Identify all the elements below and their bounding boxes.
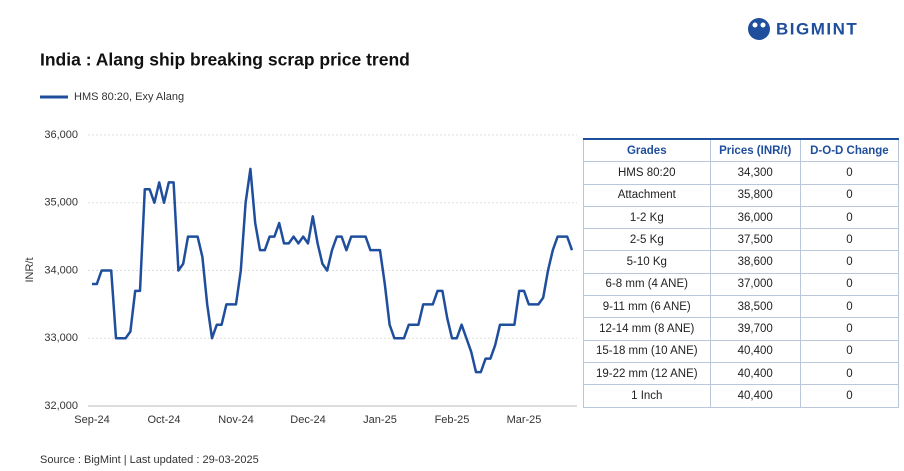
column-header: Grades	[583, 138, 711, 163]
table-cell: 39,700	[709, 317, 801, 341]
table-row: 9-11 mm (6 ANE) 38,500 0	[583, 295, 900, 319]
column-header: Prices (INR/t)	[709, 138, 801, 163]
table-cell: 40,400	[709, 361, 801, 386]
brand: BIGMINT	[776, 19, 858, 38]
y-tick-label: 36,000	[44, 129, 78, 141]
table-row: 12-14 mm (8 ANE) 39,700 0	[583, 317, 900, 341]
y-tick-label: 34,000	[44, 264, 78, 276]
table-cell: 40,400	[709, 339, 801, 363]
logo: BIGMINT	[748, 18, 858, 40]
source: Source : BigMint | Last updated : 29-03-…	[40, 454, 259, 466]
x-tick-label: Mar-25	[507, 414, 542, 426]
table-cell: 0	[799, 161, 900, 185]
table-row: 5-10 Kg 38,600 0	[583, 250, 900, 274]
table-cell: 0	[799, 228, 900, 252]
logo-icon	[752, 22, 758, 28]
table-cell: 5-10 Kg	[583, 250, 711, 274]
y-tick-label: 33,000	[44, 332, 78, 344]
table-cell: 0	[799, 183, 900, 207]
table-cell: 36,000	[709, 205, 801, 230]
table-row: 19-22 mm (12 ANE) 40,400 0	[583, 361, 900, 386]
legend-label: HMS 80:20, Exy Alang	[74, 91, 184, 103]
table-row: 1-2 Kg 36,000 0	[583, 205, 900, 230]
x-tick-label: Jan-25	[363, 414, 397, 426]
y-tick-label: 32,000	[44, 400, 78, 412]
chart-title: India : Alang ship breaking scrap price …	[40, 50, 410, 70]
table-cell: 0	[799, 250, 900, 274]
table-cell: 34,300	[709, 161, 801, 185]
table-cell: 15-18 mm (10 ANE)	[583, 339, 711, 363]
x-tick-label: Sep-24	[74, 414, 109, 426]
x-tick-label: Feb-25	[435, 414, 470, 426]
table-cell: 38,600	[709, 250, 801, 274]
header-row: Grades Prices (INR/t) D-O-D Change	[583, 138, 900, 163]
logo-icon	[748, 18, 770, 40]
table-cell: Attachment	[583, 183, 711, 207]
table-cell: HMS 80:20	[583, 161, 711, 185]
logo-icon	[760, 22, 766, 28]
table-cell: 38,500	[709, 295, 801, 319]
table-cell: 0	[799, 205, 900, 230]
table-cell: 1-2 Kg	[583, 205, 711, 230]
table-cell: 19-22 mm (12 ANE)	[583, 361, 711, 386]
table-row: 15-18 mm (10 ANE) 40,400 0	[583, 339, 900, 363]
table-cell: 37,000	[709, 272, 801, 297]
table-cell: 40,400	[709, 384, 801, 408]
table-cell: 37,500	[709, 228, 801, 252]
table-cell: 0	[799, 361, 900, 386]
table-cell: 2-5 Kg	[583, 228, 711, 252]
table-row: 6-8 mm (4 ANE) 37,000 0	[583, 272, 900, 297]
column-header: D-O-D Change	[799, 138, 900, 163]
table-cell: 6-8 mm (4 ANE)	[583, 272, 711, 297]
table-row: HMS 80:20 34,300 0	[583, 161, 900, 185]
table-cell: 9-11 mm (6 ANE)	[583, 295, 711, 319]
table-cell: 0	[799, 295, 900, 319]
y-tick-label: 35,000	[44, 197, 78, 209]
x-tick-label: Oct-24	[147, 414, 180, 426]
table-cell: 1 Inch	[583, 384, 711, 408]
table-cell: 12-14 mm (8 ANE)	[583, 317, 711, 341]
price-table: Grades Prices (INR/t) D-O-D Change HMS 80:2…	[583, 138, 900, 408]
x-tick-label: Dec-24	[290, 414, 325, 426]
table-cell: 35,800	[709, 183, 801, 207]
line	[92, 167, 574, 374]
x-tick-label: Nov-24	[218, 414, 253, 426]
table-cell: 0	[799, 317, 900, 341]
table-cell: 0	[799, 339, 900, 363]
y-axis-label: INR/t	[24, 257, 36, 282]
table-cell: 0	[799, 384, 900, 408]
table-row: 2-5 Kg 37,500 0	[583, 228, 900, 252]
table-row: Attachment 35,800 0	[583, 183, 900, 207]
table-row: 1 Inch 40,400 0	[583, 384, 900, 408]
table-cell: 0	[799, 272, 900, 297]
